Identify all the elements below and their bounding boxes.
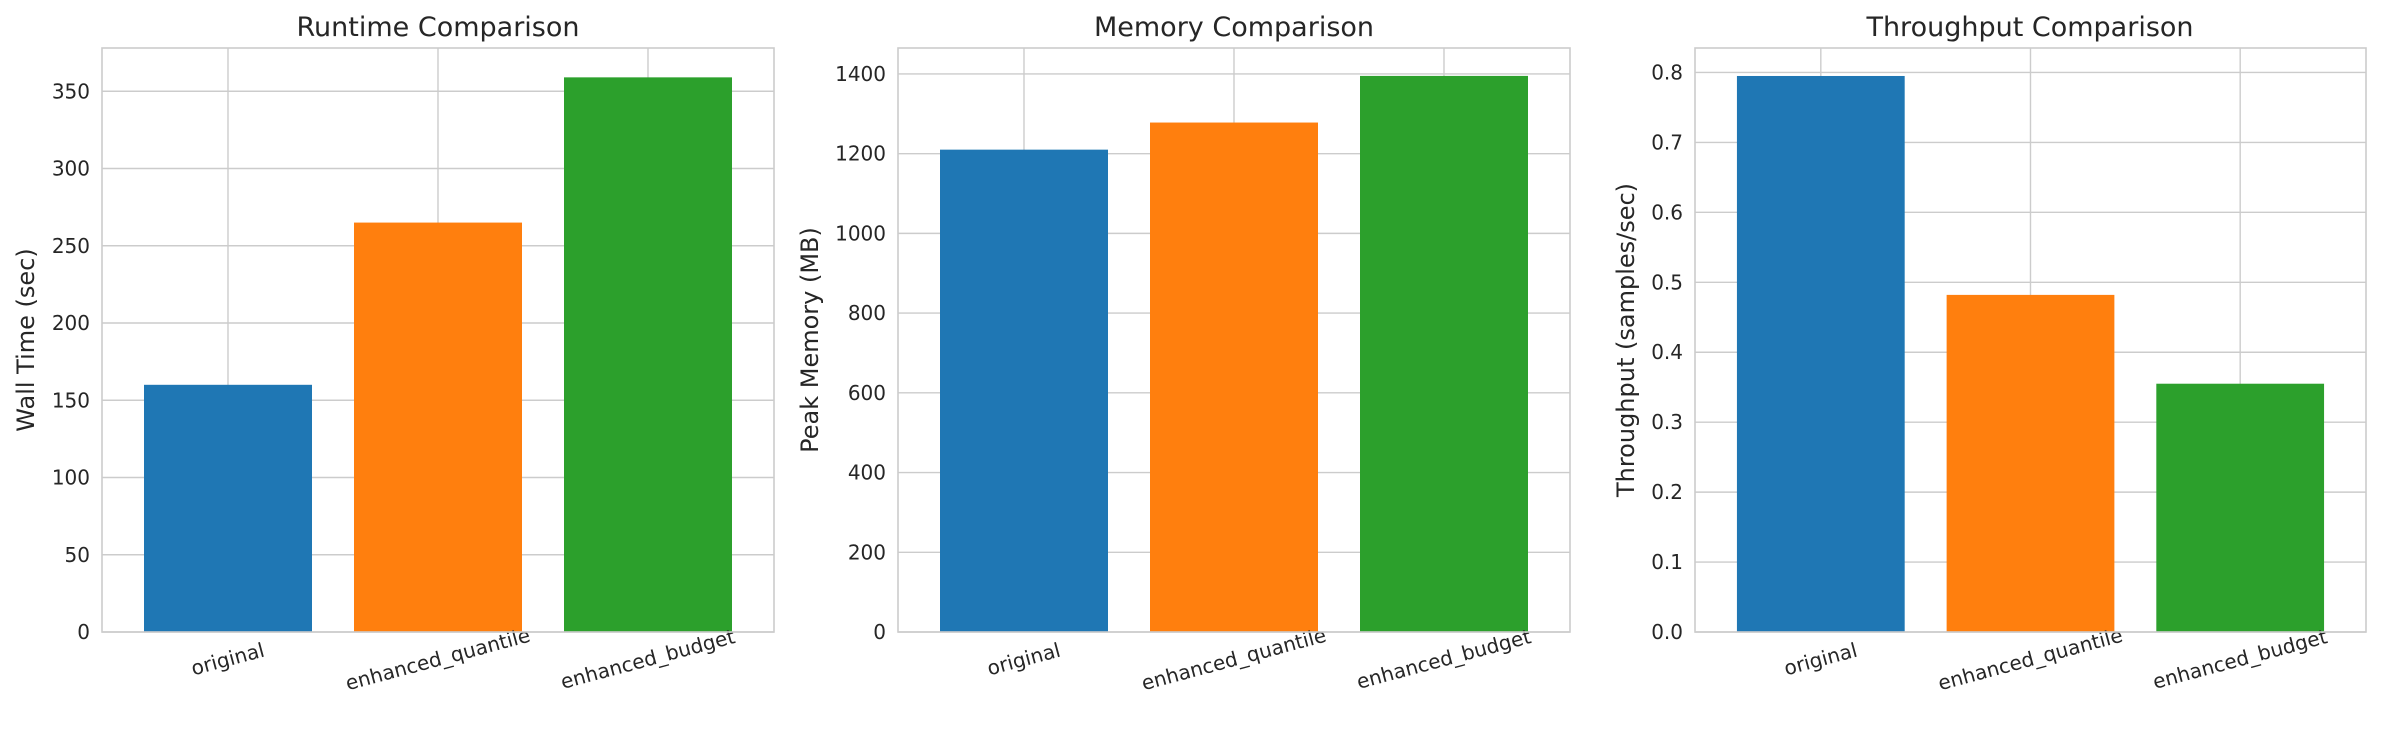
runtime-y-tick-label: 50	[65, 543, 90, 567]
runtime-plot-area: 0 50 100 150 200 250 300 350 original enhanced_qu…	[52, 47, 775, 695]
throughput-bar-enhanced-budget	[2156, 383, 2325, 632]
memory-y-tick-label: 800	[848, 301, 886, 325]
runtime-bar-enhanced-budget	[564, 77, 732, 633]
runtime-y-tick-label: 0	[77, 620, 90, 644]
memory-y-axis-label: Peak Memory (MB)	[796, 227, 824, 453]
throughput-chart-title: Throughput Comparison	[1865, 12, 2193, 43]
runtime-bar-original	[144, 384, 312, 632]
throughput-chart-panel: 0.0 0.1 0.2 0.3 0.4 0.5 0.6 0.7 0.8 original enhan…	[1612, 12, 2367, 695]
throughput-bar-original	[1736, 75, 1905, 632]
runtime-chart-panel: 0 50 100 150 200 250 300 350 original enhanced_qu…	[12, 12, 775, 695]
memory-y-tick-label: 600	[848, 381, 886, 405]
throughput-bar-enhanced-quantile	[1946, 294, 2115, 632]
throughput-y-tick-label: 0.3	[1651, 410, 1683, 434]
throughput-plot-area: 0.0 0.1 0.2 0.3 0.4 0.5 0.6 0.7 0.8 original enhan…	[1651, 47, 2367, 695]
runtime-y-tick-label: 150	[52, 388, 90, 412]
throughput-y-tick-label: 0.2	[1651, 480, 1683, 504]
memory-bar-enhanced-quantile	[1150, 122, 1318, 632]
throughput-plot-frame	[1694, 47, 2367, 633]
throughput-y-tick-label: 0.5	[1651, 270, 1683, 294]
throughput-y-axis-label: Throughput (samples/sec)	[1612, 183, 1640, 498]
throughput-y-tick-label: 0.4	[1651, 340, 1683, 364]
memory-bar-enhanced-budget	[1360, 75, 1528, 633]
throughput-y-tick-label: 0.6	[1651, 200, 1683, 224]
throughput-y-tick-label: 0.7	[1651, 130, 1683, 154]
throughput-y-tick-label: 0.1	[1651, 550, 1683, 574]
runtime-y-tick-label: 200	[52, 311, 90, 335]
throughput-x-tick-label: enhanced_budget	[2150, 624, 2330, 694]
memory-y-tick-label: 400	[848, 461, 886, 485]
memory-bar-original	[940, 149, 1108, 633]
throughput-x-tick-label: enhanced_quantile	[1935, 623, 2125, 695]
memory-plot-frame	[897, 47, 1571, 633]
memory-plot-area: 0 200 400 600 800 1000 1200 1400 original enhance…	[835, 47, 1571, 695]
memory-y-tick-label: 1000	[835, 221, 886, 245]
throughput-y-tick-label: 0.0	[1651, 620, 1683, 644]
runtime-y-tick-label: 300	[52, 157, 90, 181]
throughput-x-tick-label: original	[1781, 638, 1859, 681]
runtime-chart-title: Runtime Comparison	[296, 12, 579, 43]
runtime-y-tick-label: 350	[52, 79, 90, 103]
runtime-x-tick-label: original	[189, 638, 267, 681]
memory-chart-panel: 0 200 400 600 800 1000 1200 1400 original enhance…	[796, 12, 1571, 695]
memory-y-tick-label: 200	[848, 540, 886, 564]
memory-x-tick-label: original	[985, 638, 1063, 681]
runtime-y-tick-label: 250	[52, 234, 90, 258]
memory-y-tick-label: 1200	[835, 142, 886, 166]
runtime-y-axis-label: Wall Time (sec)	[12, 248, 40, 431]
runtime-plot-frame	[101, 47, 775, 633]
memory-y-tick-label: 0	[873, 620, 886, 644]
memory-x-tick-label: enhanced_quantile	[1139, 623, 1329, 695]
runtime-bar-enhanced-quantile	[354, 222, 522, 632]
runtime-x-tick-label: enhanced_quantile	[343, 623, 533, 695]
runtime-y-tick-label: 100	[52, 466, 90, 490]
memory-x-tick-label: enhanced_budget	[1354, 624, 1534, 694]
memory-chart-title: Memory Comparison	[1094, 12, 1374, 43]
throughput-y-tick-label: 0.8	[1651, 60, 1683, 84]
runtime-x-tick-label: enhanced_budget	[558, 624, 738, 694]
memory-y-tick-label: 1400	[835, 62, 886, 86]
